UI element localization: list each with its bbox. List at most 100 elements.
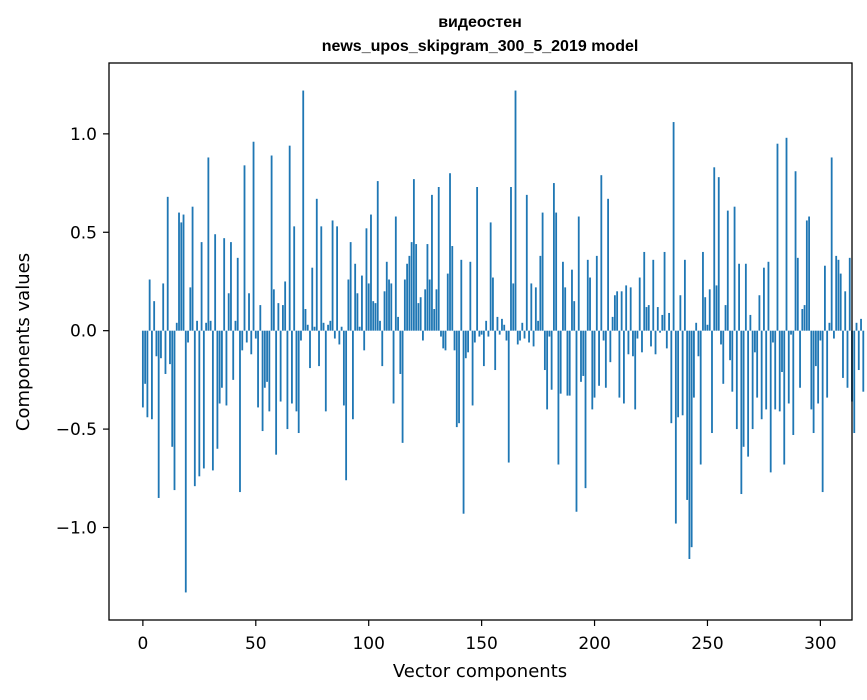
bar (715, 285, 718, 331)
bar (598, 330, 600, 386)
bar (248, 293, 250, 331)
bar (151, 330, 153, 420)
bar (444, 330, 447, 351)
bar (833, 330, 835, 339)
bar (352, 330, 354, 420)
bar (462, 330, 465, 514)
bar (781, 330, 783, 372)
bar (437, 187, 440, 331)
bar (683, 259, 686, 331)
bar (406, 263, 409, 331)
bar (720, 330, 722, 345)
bar (638, 277, 641, 331)
bar (510, 187, 512, 331)
bar (652, 259, 655, 331)
bar (616, 291, 619, 331)
bar (609, 330, 612, 363)
bar (241, 330, 244, 351)
bar (191, 206, 194, 331)
bar (275, 330, 278, 455)
bar (625, 285, 628, 331)
bar (363, 330, 366, 351)
bar (446, 273, 449, 331)
bar (693, 330, 695, 398)
bar (819, 330, 822, 341)
bar (279, 330, 282, 402)
bar (577, 216, 580, 331)
bar (374, 303, 377, 331)
bar (555, 212, 558, 331)
bar (670, 330, 673, 424)
bar (394, 216, 397, 331)
bar (534, 287, 537, 331)
bar (595, 255, 598, 331)
bar (263, 330, 266, 388)
y-axis-label: Components values (13, 253, 34, 431)
bar (808, 216, 810, 331)
bar (717, 177, 720, 331)
bar (512, 283, 515, 331)
bar (688, 330, 691, 559)
bar (293, 226, 296, 331)
y-axis-ticks: −1.0 −0.5 0.0 0.5 1.0 (56, 125, 109, 538)
bar (611, 316, 614, 331)
bar (272, 289, 275, 331)
bar (383, 291, 386, 331)
bar (153, 301, 156, 331)
bar (765, 330, 768, 410)
bar (528, 330, 530, 343)
bar (207, 157, 210, 331)
bar (268, 330, 271, 412)
bar (333, 330, 336, 339)
bar (460, 259, 463, 331)
bar (458, 330, 460, 424)
bar (408, 255, 411, 331)
bar (742, 330, 745, 447)
bar (372, 301, 375, 331)
bar (539, 255, 542, 331)
bar (435, 289, 438, 331)
bar (243, 165, 246, 331)
bar (401, 330, 404, 443)
bar (654, 330, 657, 355)
bar (787, 330, 790, 404)
bar (442, 330, 445, 349)
bar (568, 330, 571, 396)
bar (575, 330, 578, 512)
bar (202, 330, 205, 469)
bar (455, 330, 458, 428)
bar (778, 330, 781, 412)
bar (449, 173, 451, 331)
bar (180, 222, 183, 331)
bar (365, 228, 368, 331)
bar (837, 259, 840, 331)
bar (792, 330, 795, 435)
bar (166, 196, 169, 331)
bar (801, 309, 804, 331)
bar (543, 330, 546, 371)
bar (772, 330, 774, 343)
bar (600, 175, 603, 331)
bar (146, 330, 149, 418)
y-tick-label: 1.0 (70, 125, 97, 145)
bar (505, 330, 508, 341)
bar (322, 322, 325, 331)
bar (492, 277, 494, 331)
bar (857, 330, 860, 371)
plot-area-frame (108, 62, 853, 621)
x-tick-label: 0 (137, 634, 148, 654)
bar (855, 322, 858, 331)
bar (399, 330, 402, 374)
bar (318, 330, 320, 367)
bar (157, 330, 160, 498)
bar (738, 263, 740, 331)
y-tick-label: −0.5 (56, 420, 97, 440)
bar (288, 145, 291, 331)
bar (270, 155, 273, 331)
bar (830, 157, 833, 331)
bar (828, 322, 831, 331)
bar (304, 309, 307, 331)
bar (749, 314, 752, 331)
bar (537, 320, 539, 331)
bar (826, 330, 829, 398)
